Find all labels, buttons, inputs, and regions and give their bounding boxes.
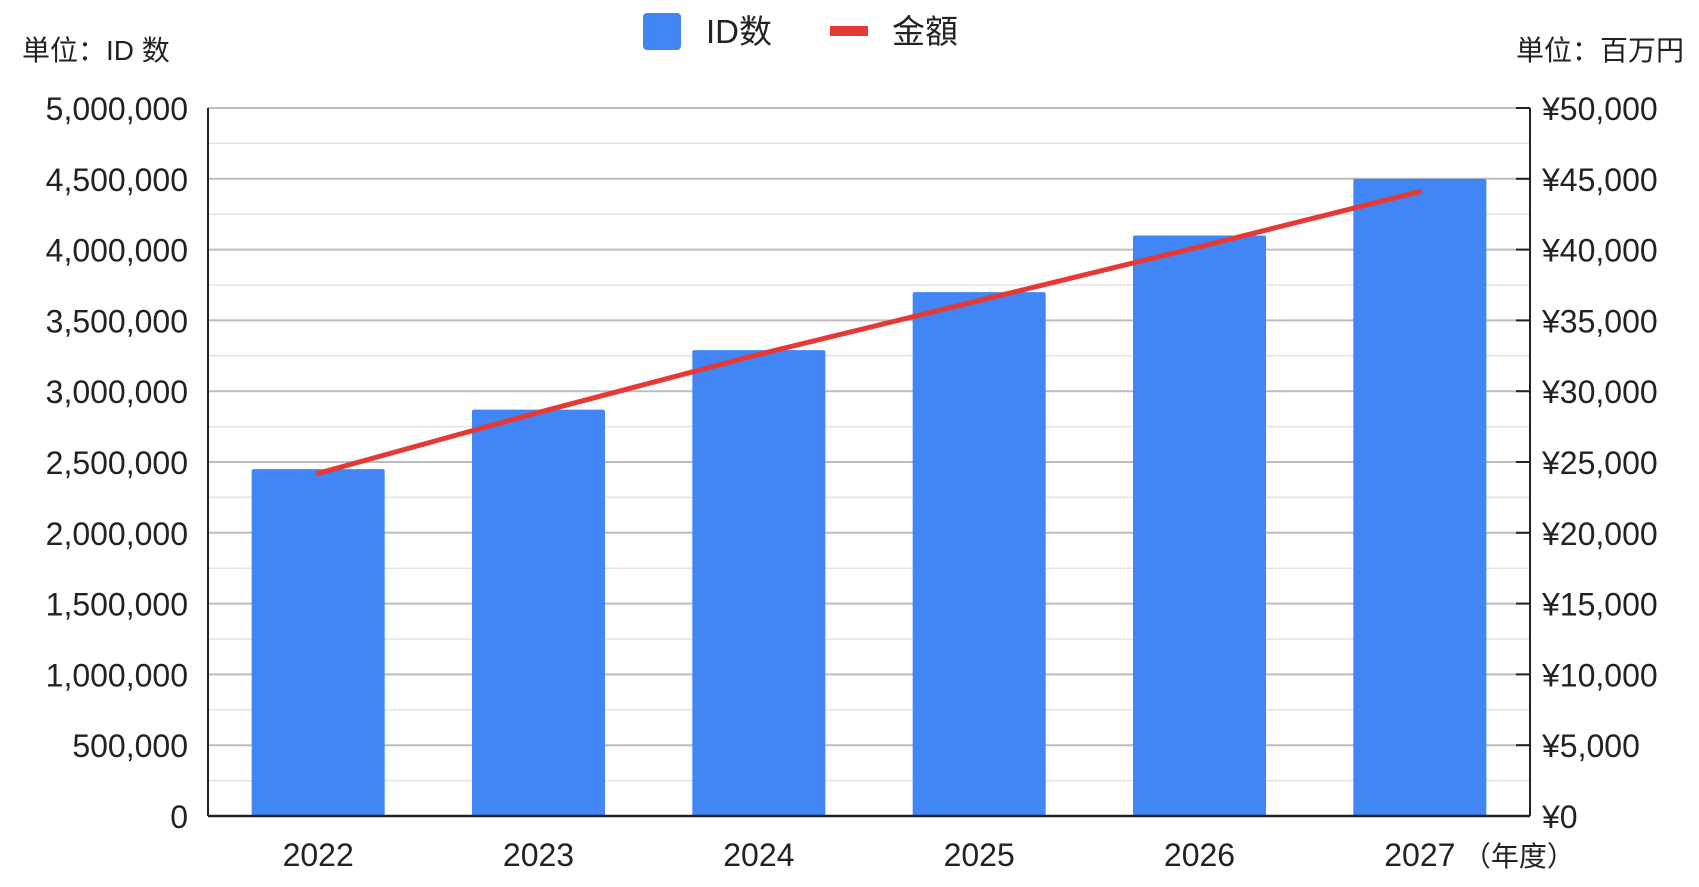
line-series — [315, 189, 1423, 476]
line-金額 — [315, 189, 1423, 476]
bar-2023 — [472, 409, 605, 816]
right-tick-label: ¥25,000 — [1541, 445, 1658, 481]
right-tick-label: ¥15,000 — [1541, 587, 1658, 623]
right-tick-label: ¥10,000 — [1541, 657, 1658, 693]
left-tick-label: 500,000 — [72, 728, 188, 764]
legend-label-line: 金額 — [892, 13, 958, 50]
bar-series — [251, 178, 1487, 817]
right-tick-label: ¥35,000 — [1541, 303, 1658, 339]
right-tick-label: ¥30,000 — [1541, 374, 1658, 410]
bar-2024 — [692, 350, 826, 816]
left-tick-label: 3,500,000 — [46, 303, 188, 339]
left-tick-label: 1,000,000 — [46, 657, 188, 693]
x-tick-label: 2022 — [283, 837, 354, 873]
legend-label-bar: ID数 — [706, 13, 772, 50]
left-tick-label: 2,000,000 — [46, 516, 188, 552]
x-tick-label: 2025 — [944, 837, 1015, 873]
right-tick-label: ¥40,000 — [1541, 233, 1658, 269]
axes — [207, 107, 1531, 818]
bar-2026 — [1133, 235, 1266, 816]
left-tick-label: 2,500,000 — [46, 445, 188, 481]
bar-2025 — [912, 292, 1046, 817]
x-tick-label: 2023 — [503, 837, 574, 873]
x-tick-label: 2024 — [723, 837, 794, 873]
bar-2027 — [1353, 178, 1487, 817]
right-tick-label: ¥50,000 — [1541, 91, 1658, 127]
bar-2022 — [251, 469, 385, 816]
right-tick-label: ¥5,000 — [1541, 728, 1640, 764]
x-tick-label: 2026 — [1164, 837, 1235, 873]
left-tick-label: 3,000,000 — [46, 374, 188, 410]
legend-swatch-bar — [643, 13, 681, 50]
x-tick-label: 2027 — [1384, 837, 1455, 873]
right-tick-label: ¥20,000 — [1541, 516, 1658, 552]
left-tick-label: 5,000,000 — [46, 91, 188, 127]
left-tick-label: 4,000,000 — [46, 233, 188, 269]
right-unit-label: 単位：百万円 — [1516, 35, 1684, 66]
left-tick-label: 4,500,000 — [46, 162, 188, 198]
left-tick-label: 0 — [170, 799, 188, 835]
axis-labels: 0 500,000 1,000,000 1,500,000 2,000,000 2,500… — [22, 35, 1684, 873]
gridlines — [208, 107, 1530, 782]
left-tick-label: 1,500,000 — [46, 587, 188, 623]
right-tick-label: ¥0 — [1541, 799, 1578, 835]
x-unit-label: （年度） — [1463, 841, 1575, 872]
right-tick-label: ¥45,000 — [1541, 162, 1658, 198]
legend-swatch-line — [830, 26, 868, 36]
left-unit-label: 単位：ID 数 — [22, 35, 170, 66]
legend: ID数 金額 — [643, 13, 958, 50]
